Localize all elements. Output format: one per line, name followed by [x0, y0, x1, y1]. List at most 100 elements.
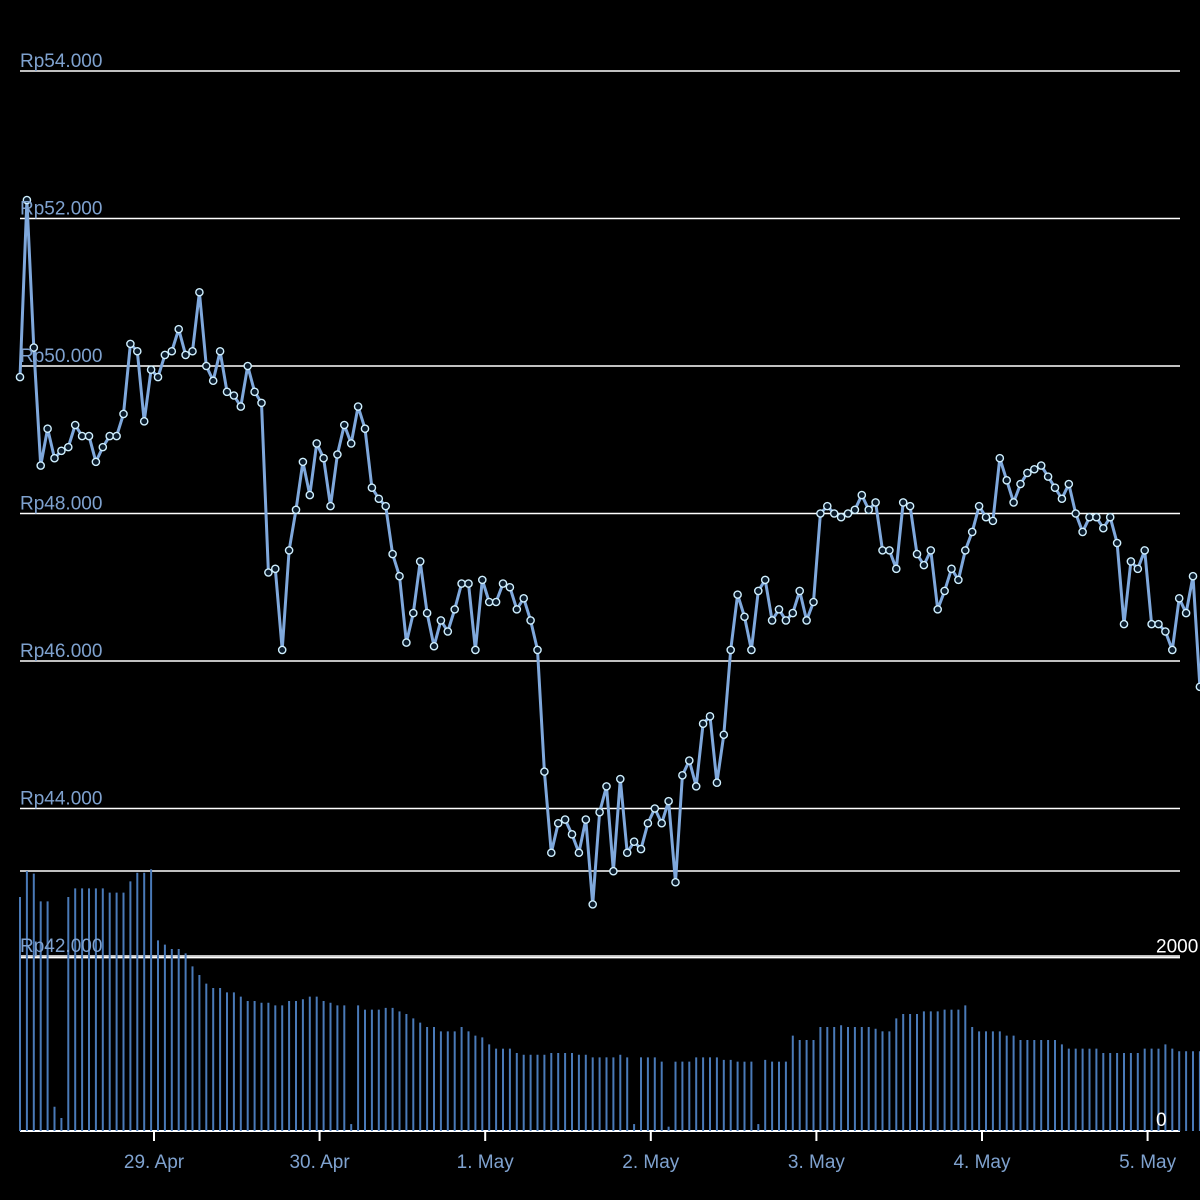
volume-axis-label: 2000	[1156, 937, 1198, 958]
price-point	[484, 597, 494, 607]
price-point	[1140, 546, 1149, 555]
price-point	[346, 439, 356, 448]
price-point	[947, 564, 956, 574]
price-point	[436, 616, 446, 625]
price-point	[1154, 619, 1163, 629]
x-axis-label: 3. May	[788, 1152, 846, 1173]
price-point	[1085, 512, 1094, 522]
price-point	[222, 387, 232, 397]
x-axis-label: 4. May	[953, 1152, 1011, 1173]
price-point	[581, 815, 591, 824]
price-point	[57, 446, 66, 456]
price-axis-label: Rp44.000	[20, 789, 102, 810]
price-point	[195, 287, 204, 297]
price-point	[257, 398, 266, 408]
price-point	[1043, 472, 1053, 481]
price-point	[995, 453, 1005, 463]
price-point	[105, 431, 114, 441]
price-point	[919, 560, 929, 570]
price-point	[146, 365, 156, 374]
price-point	[540, 767, 549, 776]
price-point	[381, 501, 391, 511]
x-axis-label: 2. May	[622, 1152, 680, 1173]
price-point	[1119, 619, 1129, 629]
price-point	[588, 900, 598, 909]
price-point	[443, 627, 453, 636]
price-point	[450, 605, 460, 614]
price-point	[457, 579, 466, 588]
price-axis-label: Rp42.000	[20, 936, 102, 957]
price-point	[664, 796, 673, 806]
price-point	[912, 549, 922, 559]
grid-layer	[20, 70, 1180, 1141]
price-point	[215, 346, 225, 356]
price-point	[547, 848, 556, 858]
price-point	[15, 372, 25, 382]
price-point	[574, 848, 584, 858]
price-point	[119, 409, 128, 419]
price-point	[553, 818, 563, 828]
price-point	[705, 712, 715, 721]
price-point	[933, 605, 943, 614]
price-point	[643, 818, 653, 828]
price-point	[326, 501, 335, 511]
price-point	[636, 844, 646, 854]
price-point	[395, 571, 404, 581]
price-point	[422, 608, 432, 618]
price-point	[671, 877, 680, 887]
price-point	[774, 605, 784, 614]
price-point	[84, 431, 94, 441]
price-point	[823, 501, 832, 511]
price-point	[277, 645, 287, 655]
price-point	[367, 483, 377, 492]
price-point	[781, 616, 791, 625]
price-point	[1071, 509, 1080, 518]
price-markers	[15, 195, 1200, 909]
price-point	[533, 645, 542, 655]
x-axis-label: 30. Apr	[289, 1152, 350, 1173]
price-point	[981, 512, 991, 522]
price-point	[70, 420, 80, 430]
price-point	[740, 612, 749, 622]
x-axis-label: 5. May	[1119, 1152, 1177, 1173]
price-point	[595, 807, 604, 817]
price-point	[174, 324, 183, 334]
price-point	[616, 774, 625, 784]
price-point	[29, 343, 39, 352]
price-point	[767, 616, 777, 625]
price-point	[312, 439, 322, 448]
price-point	[560, 815, 570, 824]
price-point	[519, 594, 529, 603]
x-axis-label: 1. May	[457, 1152, 515, 1173]
axis-labels: Rp42.000 Rp44.000 Rp46.000 Rp48.000 Rp50.000…	[20, 51, 1198, 1173]
price-point	[629, 837, 639, 846]
price-point	[464, 579, 473, 588]
price-point	[498, 579, 508, 588]
price-point	[160, 350, 170, 360]
price-point	[898, 498, 908, 507]
price-point	[602, 782, 611, 791]
price-point	[871, 498, 880, 507]
price-point	[802, 616, 811, 625]
price-point	[415, 557, 425, 566]
price-point	[298, 457, 308, 467]
price-point	[1009, 498, 1018, 507]
price-axis-label: Rp54.000	[20, 51, 102, 72]
price-point	[429, 641, 439, 651]
price-point	[270, 564, 280, 574]
price-point	[1112, 538, 1122, 548]
price-point	[374, 494, 384, 504]
price-point	[243, 361, 252, 371]
price-point	[132, 346, 142, 356]
price-point	[512, 605, 522, 614]
price-point	[816, 509, 825, 518]
price-point	[726, 645, 736, 655]
price-point	[788, 608, 798, 618]
price-point	[809, 597, 818, 607]
price-point	[319, 453, 328, 463]
price-point	[236, 402, 246, 411]
price-point	[760, 575, 770, 585]
price-point	[526, 616, 535, 625]
price-point	[1161, 627, 1170, 636]
